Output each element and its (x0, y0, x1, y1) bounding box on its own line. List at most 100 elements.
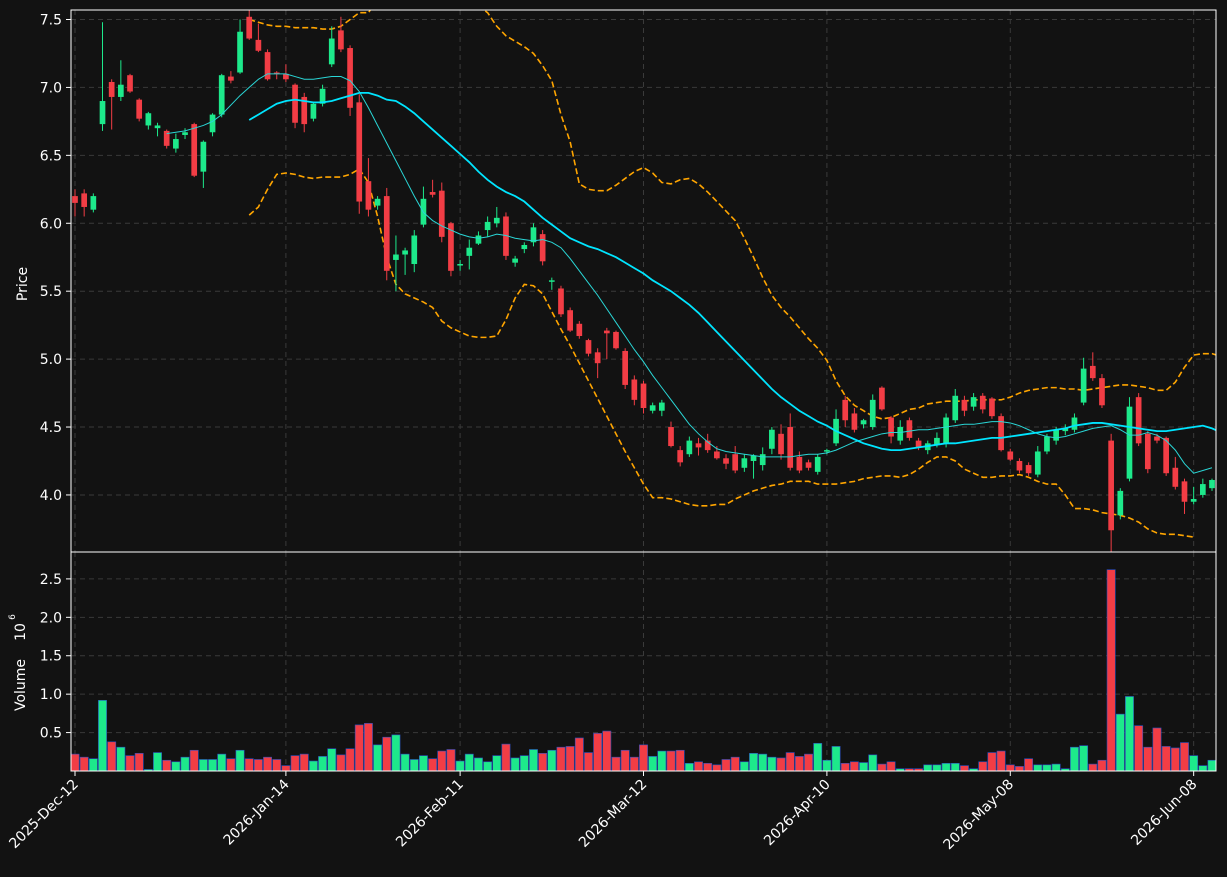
candle-body (218, 75, 225, 115)
candle (1089, 352, 1096, 381)
candle-body (778, 433, 784, 455)
candle-body (677, 450, 684, 463)
candle (943, 413, 949, 448)
candle-body (338, 30, 344, 50)
volume-bar (162, 759, 172, 772)
candle-body (603, 330, 610, 334)
volume-tick-label: 2.0 (40, 610, 62, 626)
candle-body (493, 217, 500, 224)
candle-body (191, 124, 198, 176)
candle (1108, 433, 1114, 552)
volume-bar (1070, 746, 1079, 772)
candle (1016, 458, 1023, 474)
volume-bar (1088, 763, 1098, 772)
candle (365, 158, 372, 217)
volume-bar (1079, 745, 1089, 772)
candle (356, 94, 363, 214)
candle-body (328, 38, 335, 65)
candle (209, 113, 216, 137)
candle-body (411, 235, 418, 265)
candle (402, 247, 408, 275)
candle (173, 133, 179, 153)
candle-body (732, 454, 739, 471)
candle (548, 277, 555, 290)
volume-bar (299, 753, 309, 772)
volume-bar (1097, 759, 1107, 772)
volume-bar (739, 761, 749, 772)
bollinger-bands (248, 10, 1216, 538)
volume-bar (749, 753, 758, 772)
volume-bar (198, 759, 208, 772)
candle-body (989, 398, 995, 417)
volume-bar (1161, 746, 1171, 772)
candle (246, 10, 253, 40)
candle-body (539, 234, 546, 262)
candle-body (429, 192, 436, 195)
candle-body (237, 31, 243, 73)
candle (310, 102, 317, 122)
candle (1126, 397, 1133, 482)
candle (466, 239, 473, 270)
volume-bar (666, 750, 676, 772)
volume-bar (171, 761, 181, 772)
candle (989, 397, 995, 419)
volume-bar (70, 753, 80, 772)
volume-bar (941, 763, 951, 772)
candle-body (1154, 436, 1160, 441)
volume-bar (79, 756, 89, 772)
candle (741, 454, 748, 472)
candle (695, 437, 702, 456)
candle (1144, 431, 1151, 474)
volume-bar (419, 755, 428, 772)
candle-body (631, 379, 638, 400)
candle (961, 395, 968, 417)
volume-bar (464, 753, 474, 772)
candle (438, 182, 445, 243)
volume-bar (1207, 759, 1217, 772)
candle-body (869, 399, 876, 428)
candle-body (365, 181, 372, 210)
candle (539, 230, 546, 266)
candle-body (1080, 368, 1087, 403)
candle (1135, 393, 1142, 447)
candle (888, 416, 894, 444)
volume-bar (1033, 764, 1043, 772)
candle (585, 338, 592, 357)
candle-body (805, 462, 812, 468)
candle (732, 446, 739, 474)
volume-bar (684, 763, 694, 772)
volume-bar (1170, 747, 1180, 772)
candle-body (1089, 365, 1096, 379)
candle (273, 71, 280, 80)
candle-body (521, 245, 528, 250)
volume-bar (88, 758, 98, 772)
candle (677, 446, 684, 467)
candle-body (228, 76, 234, 81)
volume-bar (620, 749, 630, 772)
volume-bar (98, 700, 107, 772)
volume-tick-label: 0.5 (40, 726, 62, 742)
candle (594, 348, 601, 379)
candle (979, 393, 986, 414)
candle-body (438, 190, 445, 237)
volume-bar (978, 761, 988, 772)
candle-body (704, 440, 711, 451)
candle-body (714, 451, 720, 459)
volume-bar (363, 723, 373, 772)
candle-body (594, 352, 601, 364)
candle-body (393, 254, 399, 260)
volume-bar (244, 758, 254, 772)
candle-body (292, 84, 298, 123)
price-axis-label: Price (15, 267, 31, 301)
volume-bar (950, 763, 960, 772)
candle (1099, 374, 1105, 409)
candle-body (1163, 437, 1169, 474)
volume-bar (794, 756, 804, 772)
volume-bar (1024, 758, 1034, 772)
volume-bar (1180, 742, 1189, 772)
price-tick-label: 6.5 (40, 148, 62, 164)
candle (603, 327, 610, 360)
candle-body (961, 399, 968, 411)
candle-body (668, 427, 674, 447)
